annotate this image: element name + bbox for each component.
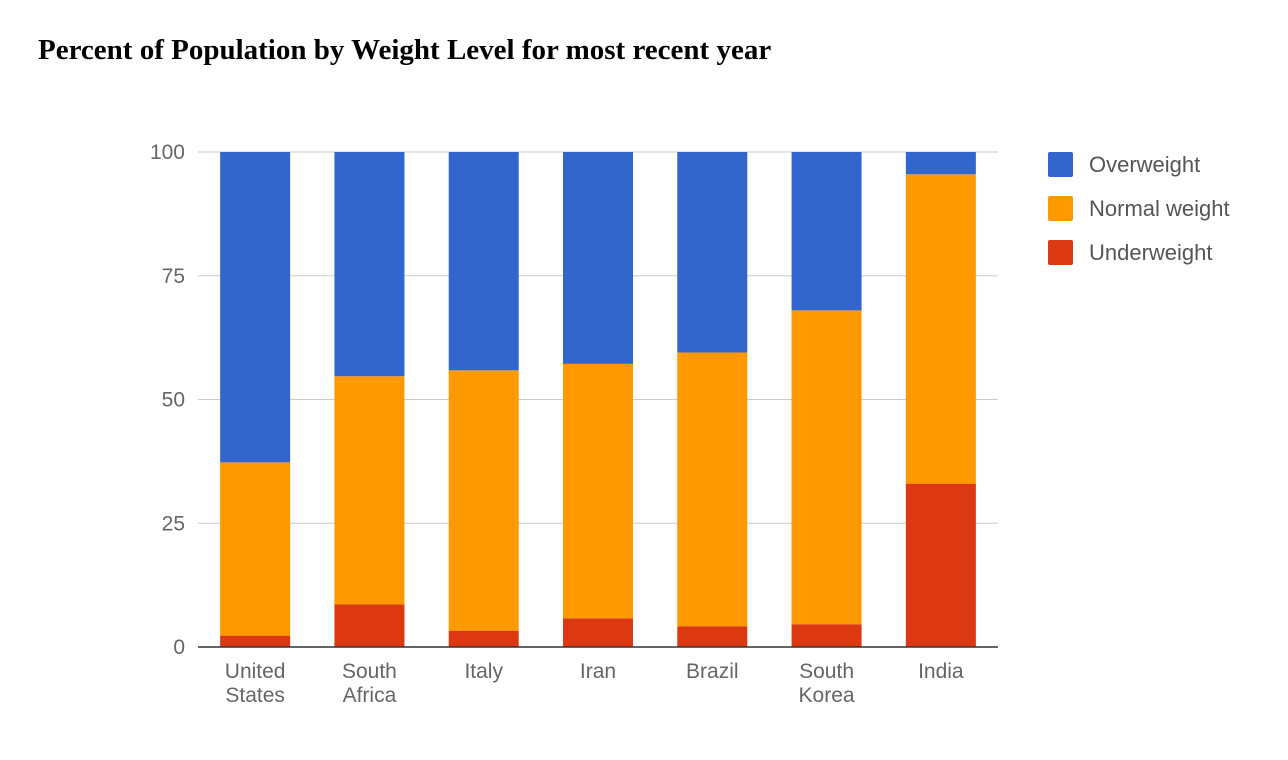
legend-swatch xyxy=(1048,152,1073,177)
bar-underweight xyxy=(677,626,748,647)
y-tick-label: 25 xyxy=(162,512,185,535)
y-axis-tick-labels: 0 25 50 75 100 xyxy=(150,141,185,659)
bar-underweight xyxy=(448,630,519,647)
bar-underweight xyxy=(563,618,633,647)
bar-normal-weight xyxy=(334,376,405,605)
y-tick-label: 100 xyxy=(150,141,185,164)
bar-underweight xyxy=(334,604,405,647)
x-tick-label: India xyxy=(918,660,964,683)
x-tick-label: South xyxy=(799,660,854,683)
x-tick-label: Korea xyxy=(799,684,855,707)
y-tick-label: 75 xyxy=(162,265,185,288)
bar-normal-weight xyxy=(791,310,862,625)
bar-underweight xyxy=(905,483,976,647)
bar-overweight xyxy=(791,152,862,311)
bars xyxy=(220,152,976,647)
x-tick-label: Brazil xyxy=(686,660,739,683)
legend-swatch xyxy=(1048,240,1073,265)
x-tick-label: South xyxy=(342,660,397,683)
bar-overweight xyxy=(448,152,519,371)
bar-overweight xyxy=(677,152,748,353)
bar-normal-weight xyxy=(448,370,519,631)
bar-normal-weight xyxy=(563,363,633,619)
legend-swatch xyxy=(1048,196,1073,221)
bar-normal-weight xyxy=(220,462,291,636)
x-tick-label: Africa xyxy=(343,684,397,707)
legend-label: Overweight xyxy=(1089,152,1200,177)
bar-normal-weight xyxy=(677,352,748,627)
bar-underweight xyxy=(791,624,862,647)
bar-overweight xyxy=(905,152,976,175)
y-tick-label: 50 xyxy=(162,389,185,412)
x-tick-label: United xyxy=(225,660,286,683)
legend: Overweight Normal weight Underweight xyxy=(1048,152,1230,265)
bar-overweight xyxy=(334,152,405,377)
y-tick-label: 0 xyxy=(173,636,185,659)
x-tick-label: Iran xyxy=(580,660,616,683)
x-tick-label: Italy xyxy=(464,660,503,683)
legend-label: Normal weight xyxy=(1089,196,1230,221)
x-tick-label: States xyxy=(225,684,285,707)
bar-normal-weight xyxy=(905,174,976,484)
bar-overweight xyxy=(563,152,633,364)
bar-overweight xyxy=(220,152,291,463)
chart-title: Percent of Population by Weight Level fo… xyxy=(38,34,772,66)
legend-label: Underweight xyxy=(1089,240,1213,265)
bar-underweight xyxy=(220,635,291,647)
